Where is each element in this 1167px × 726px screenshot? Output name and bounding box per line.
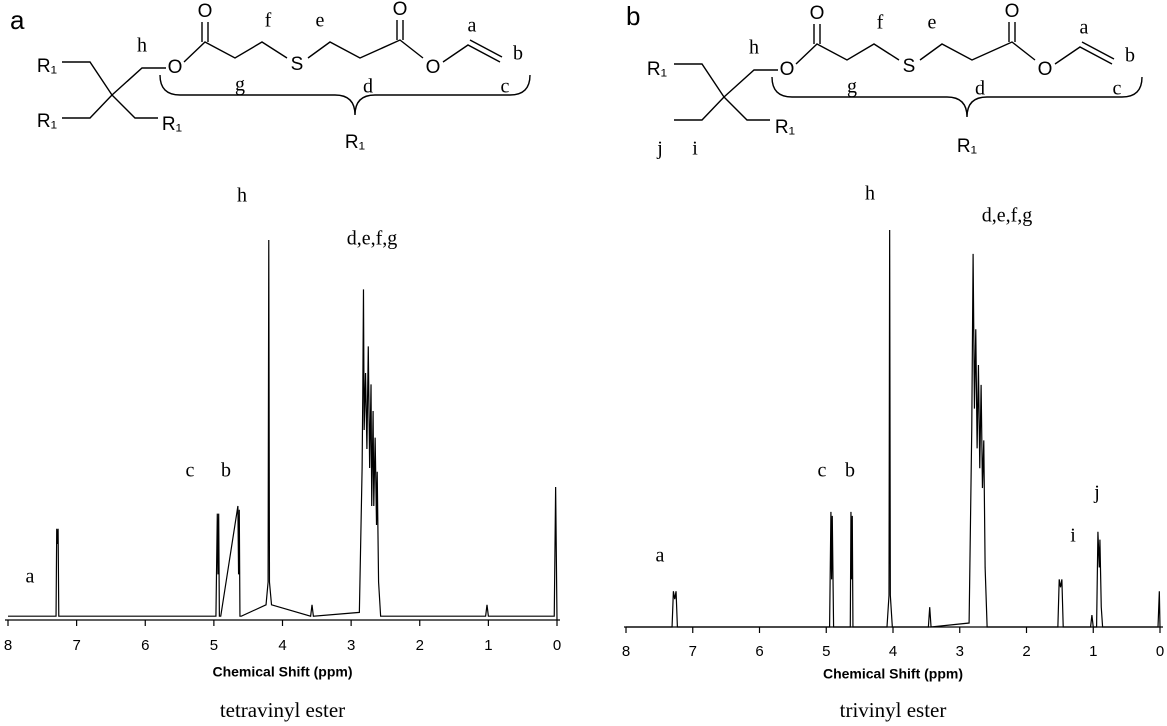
x-tick-label: 7 [689,643,697,660]
structure-label: R₁ [162,114,182,135]
peak-label: b [845,460,855,482]
bond [307,39,424,59]
x-tick-label: 1 [484,637,492,654]
structure-label: R₁ [957,136,977,157]
x-tick-label: 4 [889,643,897,660]
peak-label: j [1093,482,1100,504]
structure-label: R₁ [37,111,57,132]
bond [919,41,1036,61]
spectrum-line [8,239,558,621]
x-axis-label: Chemical Shift (ppm) [212,664,352,680]
structure-label: e [316,10,325,32]
structure-label: O [393,0,408,20]
structure-label: R₁ [37,56,57,77]
x-tick-label: 0 [1156,643,1164,660]
x-tick-label: 7 [72,637,80,654]
structure-label: R₁ [775,117,795,138]
bond [469,39,503,58]
caption: trivinyl ester [840,698,947,722]
x-tick-label: 8 [4,637,12,654]
peak-label: i [1070,525,1076,547]
x-tick-label: 0 [553,637,561,654]
bond [62,61,113,96]
bond [723,96,770,121]
peak-label: c [818,460,827,482]
spectrum-line [626,229,1161,628]
x-tick-label: 4 [278,637,286,654]
structure-label: a [1080,17,1089,39]
structure-label: R₁ [647,59,667,80]
bond [723,69,778,98]
structure-label: b [513,43,523,65]
structure-label: f [877,12,884,34]
peak-label: d,e,f,g [982,205,1033,227]
x-tick-label: 6 [141,637,149,654]
peak-label: d,e,f,g [347,228,398,250]
structure-label: a [468,15,477,37]
structure-label: g [847,76,857,98]
peak-label: a [26,566,35,588]
peak-label: b [221,460,231,482]
x-tick-label: 3 [347,637,355,654]
bond [62,94,113,119]
x-tick-label: 5 [822,643,830,660]
peak-label: a [656,545,665,567]
structure-label: d [975,78,985,100]
structure-label: h [749,37,759,59]
bond [1081,41,1115,60]
bond [183,41,288,63]
bond [111,94,158,119]
peak-label: c [186,460,195,482]
structure-label: O [198,1,213,22]
bond [795,43,900,65]
x-tick-label: 2 [416,637,424,654]
structure-label: O [1005,1,1020,22]
structure-label: R₁ [345,132,365,153]
structure-label: O [810,3,825,24]
peak-label: h [865,183,875,205]
bond [1054,46,1113,65]
structure-label: O [168,57,183,78]
bond [674,63,725,98]
caption: tetravinyl ester [220,698,345,722]
bond [111,67,166,96]
structure-label: S [291,54,304,75]
structure-label: S [903,56,916,77]
x-tick-label: 8 [622,643,630,660]
brace [771,76,1143,118]
x-tick-label: 5 [210,637,218,654]
structure-label: d [363,76,373,98]
structure-label: h [137,35,147,57]
panel-label: b [626,1,640,31]
structure-label: O [1038,59,1053,80]
panel-label: a [10,5,25,35]
bond [674,96,725,121]
x-tick-label: 1 [1089,643,1097,660]
x-axis-label: Chemical Shift (ppm) [823,666,963,682]
structure-label: j [656,138,663,160]
structure-label: c [1113,78,1122,100]
structure-label: g [235,74,245,96]
structure-label: i [692,138,698,160]
x-tick-label: 6 [755,643,763,660]
x-tick-label: 3 [956,643,964,660]
structure-label: c [501,76,510,98]
x-tick-label: 2 [1022,643,1030,660]
structure-label: O [780,59,795,80]
brace [159,74,531,116]
structure-label: e [928,12,937,34]
peak-label: h [237,185,247,207]
structure-label: f [265,10,272,32]
bond [442,44,501,63]
structure-label: O [426,57,441,78]
structure-label: b [1125,45,1135,67]
